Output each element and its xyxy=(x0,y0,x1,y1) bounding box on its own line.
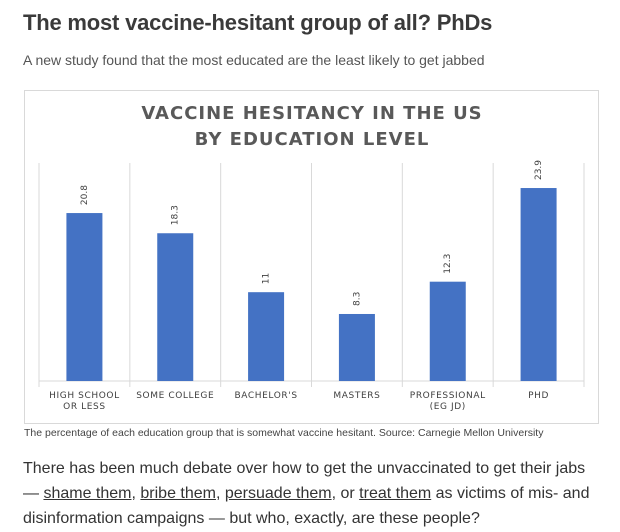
chart-title-line: VACCINE HESITANCY IN THE US xyxy=(141,103,482,124)
treat-them-link[interactable]: treat them xyxy=(359,485,432,502)
chart-container: VACCINE HESITANCY IN THE US BY EDUCATION … xyxy=(24,90,599,424)
chart-title-line: BY EDUCATION LEVEL xyxy=(195,129,430,150)
data-label: 8.3 xyxy=(352,292,362,306)
body-sep-1: , xyxy=(131,485,141,502)
category-label: BACHELOR'S xyxy=(235,391,298,401)
article-headline: The most vaccine-hesitant group of all? … xyxy=(23,10,493,35)
category-label: SOME COLLEGE xyxy=(136,391,214,401)
body-text-start: There has been much debate over how to g… xyxy=(23,460,586,502)
persuade-them-link[interactable]: persuade them xyxy=(224,485,332,502)
category-label: MASTERS xyxy=(333,391,380,401)
bar xyxy=(157,233,194,381)
bar xyxy=(338,313,375,381)
data-label: 12.3 xyxy=(443,254,453,274)
chart-caption: The percentage of each education group t… xyxy=(24,427,544,439)
bar-chart: VACCINE HESITANCY IN THE US BY EDUCATION … xyxy=(38,103,585,412)
bar xyxy=(520,188,557,381)
data-label: 18.3 xyxy=(171,205,181,225)
article-body-paragraph: There has been much debate over how to g… xyxy=(23,456,603,531)
category-label: OR LESS xyxy=(63,402,106,412)
bribe-them-link[interactable]: bribe them xyxy=(140,485,216,502)
bar xyxy=(429,281,466,381)
body-sep-2: , xyxy=(215,485,225,502)
data-label: 11 xyxy=(262,273,272,284)
shame-them-link[interactable]: shame them xyxy=(43,485,132,502)
body-sep-3: , or xyxy=(331,485,360,502)
data-label: 20.8 xyxy=(80,185,90,205)
category-label: (EG JD) xyxy=(430,402,466,412)
category-label: PHD xyxy=(528,391,549,401)
category-label: PROFESSIONAL xyxy=(410,391,486,401)
body-text-end: as victims of mis- and disinformation ca… xyxy=(23,485,590,527)
bar xyxy=(248,292,285,381)
category-label: HIGH SCHOOL xyxy=(49,391,120,401)
article-subheadline: A new study found that the most educated… xyxy=(23,52,485,68)
bar xyxy=(66,213,103,381)
data-label: 23.9 xyxy=(534,160,544,180)
